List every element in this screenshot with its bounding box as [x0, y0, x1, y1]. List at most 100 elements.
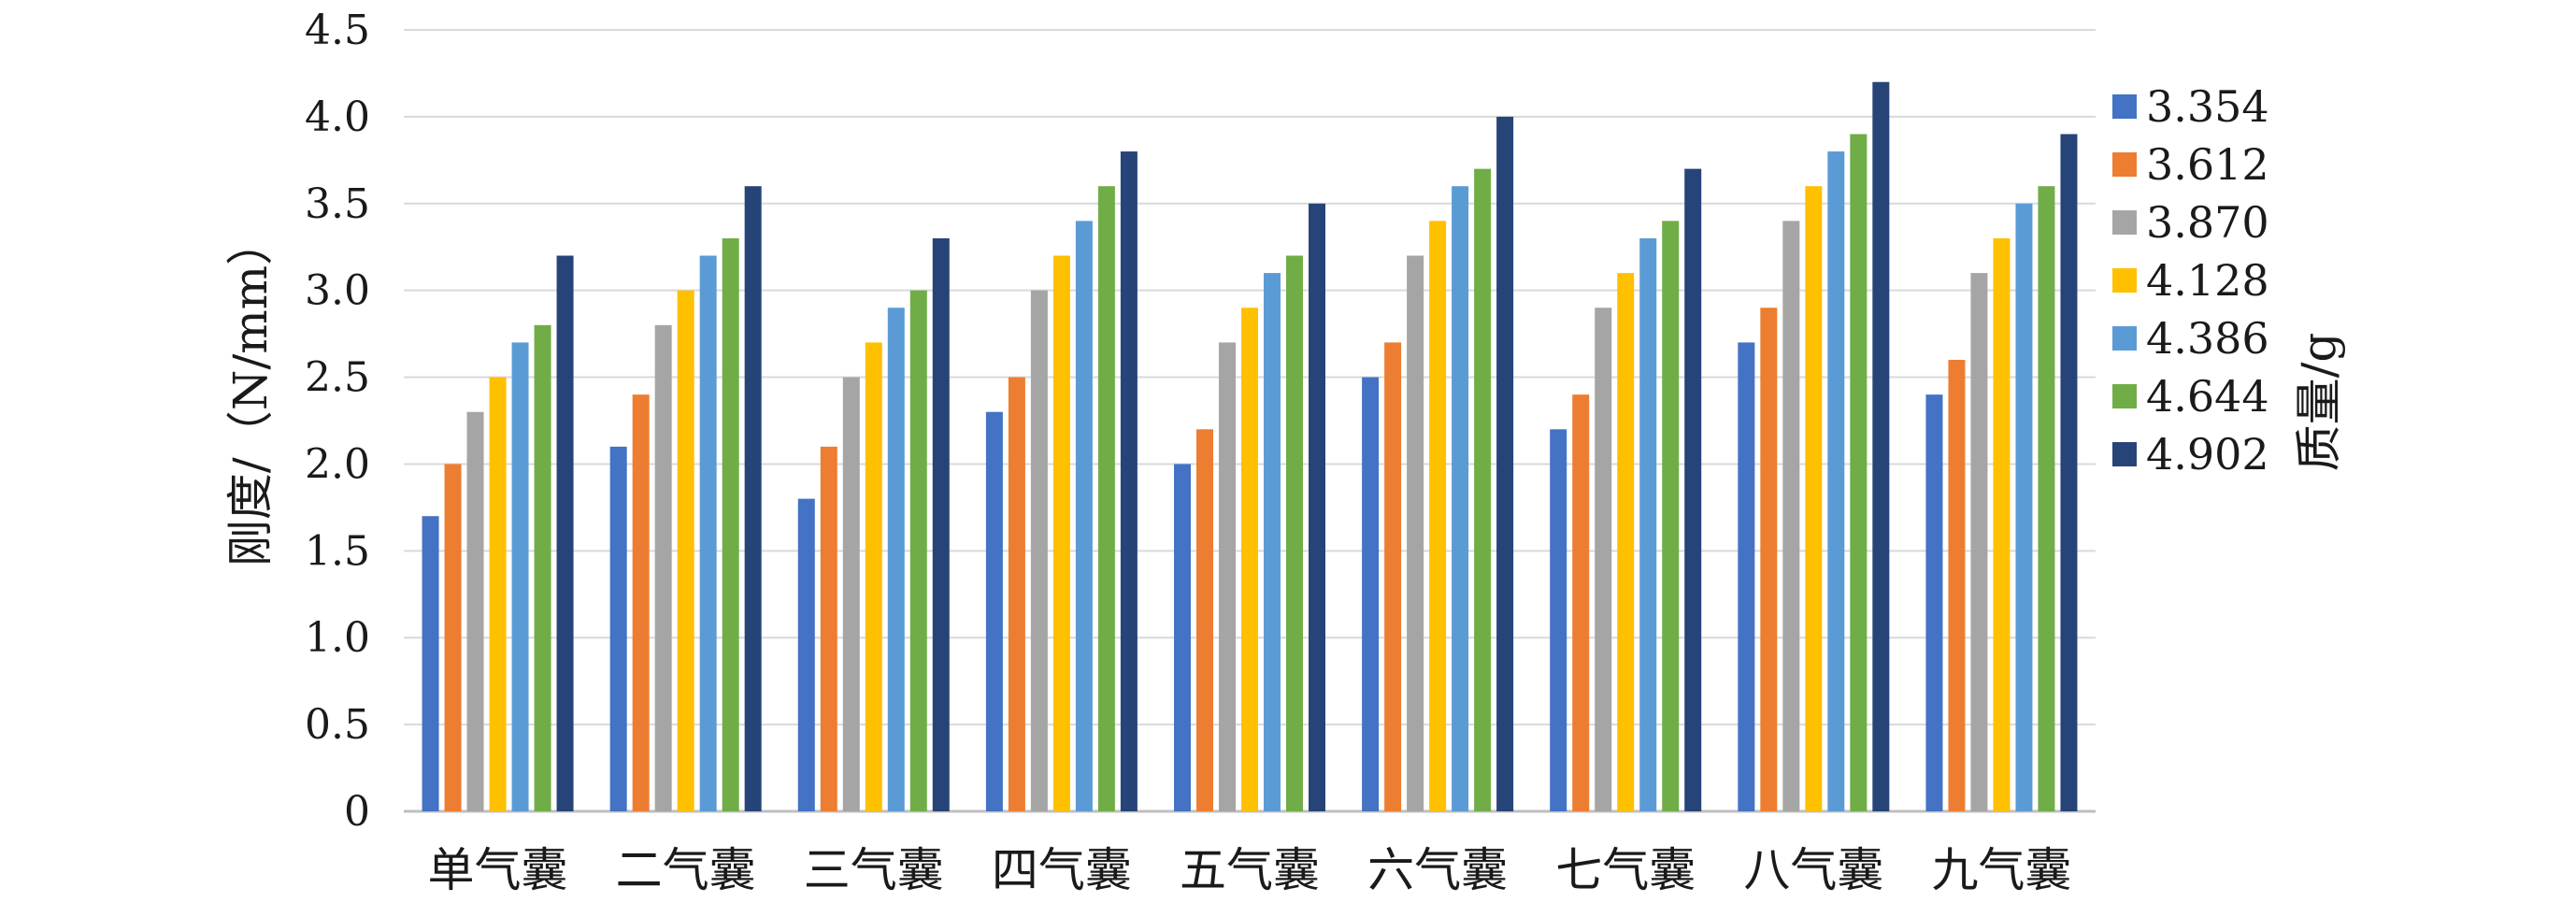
bar	[1684, 168, 1702, 812]
legend-label: 4.644	[2146, 371, 2269, 422]
legend-label: 4.386	[2146, 313, 2269, 364]
bar	[609, 446, 627, 811]
y-tick-label: 4.0	[305, 93, 370, 141]
legend-swatch	[2112, 268, 2137, 293]
y-axis-ticks: 0 0.5 1.0 1.5 2.0 2.5 3.0 3.5 4.0 4.5	[305, 7, 370, 836]
y-tick-label: 1.5	[305, 527, 370, 575]
bar	[1993, 237, 2011, 811]
bar	[489, 377, 507, 811]
bar	[1075, 221, 1093, 811]
bar	[2060, 134, 2078, 811]
legend-label: 3.870	[2146, 197, 2269, 248]
bar	[511, 342, 529, 811]
y-axis-label: 刚度/（N/mm）	[223, 219, 278, 566]
bar	[699, 255, 717, 811]
bar	[1970, 273, 1988, 812]
bar	[1241, 308, 1258, 811]
bar	[1738, 342, 1755, 811]
legend-title: 质量/g	[2292, 333, 2346, 472]
x-tick-label: 单气囊	[428, 843, 568, 897]
x-tick-label: 五气囊	[1180, 843, 1320, 897]
bar	[1097, 186, 1115, 811]
bar	[1407, 255, 1424, 811]
bar	[887, 308, 905, 811]
y-tick-label: 3.0	[305, 267, 370, 315]
bar	[865, 342, 882, 811]
bar	[1474, 168, 1492, 812]
bar	[1286, 255, 1303, 811]
bar	[1850, 134, 1868, 811]
bar	[932, 237, 950, 811]
bar	[1805, 186, 1823, 811]
x-tick-label: 八气囊	[1743, 843, 1883, 897]
bar	[1595, 308, 1612, 811]
bar	[1872, 81, 1890, 811]
x-axis-ticks: 单气囊 二气囊 三气囊 四气囊 五气囊 六气囊 七气囊 八气囊 九气囊	[428, 843, 2072, 897]
bar	[820, 446, 837, 811]
bar	[1662, 221, 1680, 811]
y-tick-label: 1.0	[305, 614, 370, 662]
x-tick-label: 六气囊	[1367, 843, 1508, 897]
bar	[909, 290, 927, 812]
bar	[722, 237, 739, 811]
bar	[632, 394, 650, 811]
bar	[466, 411, 484, 811]
bar	[1452, 186, 1469, 811]
x-tick-label: 二气囊	[616, 843, 756, 897]
bar	[842, 377, 860, 811]
bar	[1572, 394, 1590, 811]
bar	[1196, 429, 1213, 811]
legend-swatch	[2112, 326, 2137, 351]
legend-swatch	[2112, 210, 2137, 235]
bar	[1760, 308, 1778, 811]
y-tick-label: 2.0	[305, 440, 370, 488]
bar	[1617, 273, 1635, 812]
x-tick-label: 九气囊	[1931, 843, 2071, 897]
bar	[1925, 394, 1943, 811]
bar	[654, 324, 672, 811]
legend-swatch	[2112, 94, 2137, 119]
legend-label: 4.902	[2146, 429, 2269, 480]
bar	[1174, 464, 1191, 811]
legend-swatch	[2112, 152, 2137, 177]
bar	[797, 498, 815, 811]
y-tick-label: 3.5	[305, 180, 370, 228]
bar	[1219, 342, 1236, 811]
x-tick-label: 七气囊	[1555, 843, 1696, 897]
bar	[1948, 359, 1966, 811]
y-tick-label: 0	[344, 788, 370, 836]
bar	[1550, 429, 1567, 811]
bar	[1309, 203, 1325, 811]
bars	[422, 81, 2078, 812]
bar	[1827, 151, 1845, 812]
x-tick-label: 三气囊	[804, 843, 944, 897]
bar	[1496, 116, 1514, 811]
y-tick-label: 0.5	[305, 701, 370, 749]
bar	[1120, 151, 1138, 812]
bar	[1429, 221, 1447, 811]
bar	[1782, 221, 1800, 811]
bar	[1639, 237, 1657, 811]
bar	[2038, 186, 2055, 811]
bar	[534, 324, 551, 811]
y-tick-label: 2.5	[305, 354, 370, 402]
legend-label: 3.354	[2146, 81, 2269, 132]
bar	[1052, 255, 1070, 811]
bar	[744, 186, 762, 811]
bar	[422, 516, 439, 811]
bar	[1362, 377, 1380, 811]
bar	[1384, 342, 1402, 811]
bar	[677, 290, 694, 812]
legend-swatch	[2112, 384, 2137, 408]
x-tick-label: 四气囊	[992, 843, 1132, 897]
legend-label: 3.612	[2146, 139, 2269, 190]
bar	[1030, 290, 1048, 812]
bar	[1264, 273, 1281, 812]
bar	[1008, 377, 1025, 811]
y-tick-label: 4.5	[305, 7, 370, 54]
bar	[444, 464, 462, 811]
bar	[2015, 203, 2033, 811]
legend-swatch	[2112, 442, 2137, 466]
legend: 3.354 3.612 3.870 4.128 4.386 4.644 4.902	[2112, 81, 2269, 480]
